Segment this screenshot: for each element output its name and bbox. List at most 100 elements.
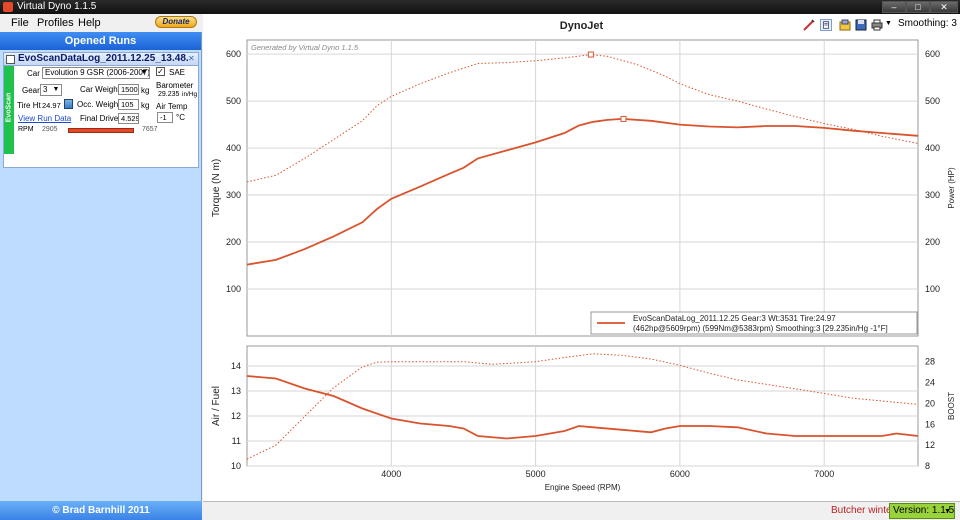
logger-label: EvoScan: [6, 73, 13, 143]
rpm-range-slider[interactable]: [68, 128, 134, 133]
car-weight-label: Car Weight: [80, 85, 120, 94]
close-button[interactable]: ✕: [930, 1, 958, 13]
x-tick-label: 6000: [670, 469, 690, 479]
rpm-label: RPM: [18, 126, 34, 133]
y2-tick-label: 28: [925, 357, 935, 367]
occ-weight-unit: kg: [141, 101, 149, 110]
y2-tick-label: 600: [925, 49, 940, 59]
tire-label: Tire Ht: [17, 101, 41, 110]
view-run-data-link[interactable]: View Run Data: [18, 114, 71, 123]
final-drive-input[interactable]: 4.529: [118, 113, 139, 124]
open-image-icon[interactable]: [839, 19, 851, 31]
air-temp-label: Air Temp: [156, 102, 187, 111]
watermark-text: Generated by Virtual Dyno 1.1.5: [251, 43, 359, 52]
y-tick-label: 400: [226, 143, 241, 153]
x-tick-label: 7000: [814, 469, 834, 479]
car-weight-input[interactable]: 1500: [118, 84, 139, 95]
occ-weight-label: Occ. Weight: [77, 100, 120, 109]
run-close-icon[interactable]: ✕: [188, 54, 195, 63]
y2-tick-label: 300: [925, 190, 940, 200]
window-title: Virtual Dyno 1.1.5: [17, 1, 96, 12]
peak-marker: [621, 116, 626, 121]
run-visible-checkbox[interactable]: [6, 55, 15, 64]
y2-tick-label: 8: [925, 461, 930, 471]
y2-tick-label: 200: [925, 237, 940, 247]
y-tick-label: 13: [231, 386, 241, 396]
y-tick-label: 100: [226, 284, 241, 294]
opened-runs-header: Opened Runs: [0, 32, 201, 50]
air-temp-unit: °C: [176, 113, 185, 122]
status-bar: Butcher winter Version: 1.1.5 ▼: [203, 501, 960, 520]
menu-profiles[interactable]: Profiles: [37, 17, 74, 29]
y2-tick-label: 20: [925, 398, 935, 408]
y-tick-label: 200: [226, 237, 241, 247]
chevron-down-icon: ▼: [944, 505, 951, 519]
run-name: EvoScanDataLog_2011.12.25_13.48.42: [18, 53, 188, 64]
copyright-footer: © Brad Barnhill 2011: [0, 501, 202, 520]
y-axis-label: Torque (N m): [211, 159, 222, 217]
left-panel: Opened Runs EvoScanDataLog_2011.12.25_13…: [0, 32, 202, 501]
app-icon: [3, 2, 13, 12]
chevron-down-icon: ▼: [52, 85, 60, 95]
legend-line-1: EvoScanDataLog_2011.12.25 Gear:3 Wt:3531…: [633, 314, 836, 323]
menu-file[interactable]: File: [11, 17, 29, 29]
y2-axis-label: Power (HP): [947, 167, 956, 209]
gear-select-value: 3: [43, 85, 47, 94]
version-button[interactable]: Version: 1.1.5 ▼: [889, 503, 955, 519]
plot-frame: [247, 346, 918, 466]
y-tick-label: 600: [226, 49, 241, 59]
chart-area: 100 200 300 400 500 600 100 200 300 400 500 600 Torq…: [203, 14, 960, 501]
save-icon[interactable]: [855, 19, 867, 31]
occ-weight-input[interactable]: 105: [118, 99, 139, 110]
rpm-max: 7657: [142, 126, 158, 133]
y2-tick-label: 24: [925, 378, 935, 388]
dyno-chart: 100 200 300 400 500 600 100 200 300 400 500 600 Torq…: [203, 14, 960, 501]
pencil-icon[interactable]: [803, 19, 815, 31]
sae-checkbox[interactable]: ✓: [156, 67, 165, 76]
title-bar: Virtual Dyno 1.1.5 – □ ✕: [0, 0, 960, 14]
car-weight-unit: kg: [141, 86, 149, 95]
x-tick-label: 4000: [381, 469, 401, 479]
y-tick-label: 300: [226, 190, 241, 200]
menu-help[interactable]: Help: [78, 17, 101, 29]
barometer-unit: in/Hg: [182, 91, 197, 98]
y-axis-label: Air / Fuel: [211, 386, 222, 426]
gear-select[interactable]: 3 ▼: [40, 84, 62, 96]
calculator-icon[interactable]: [64, 99, 73, 109]
x-tick-label: 5000: [526, 469, 546, 479]
legend-icon[interactable]: [820, 19, 832, 31]
car-select-value: Evolution 9 GSR (2006-2007): [45, 68, 150, 77]
run-card: EvoScanDataLog_2011.12.25_13.48.42 ✕ Evo…: [3, 52, 199, 168]
status-text: Butcher winter: [831, 505, 895, 516]
y-tick-label: 10: [231, 461, 241, 471]
y2-tick-label: 12: [925, 440, 935, 450]
plot-frame: [247, 40, 918, 336]
y2-tick-label: 400: [925, 143, 940, 153]
y2-axis-label: BOOST: [947, 392, 956, 420]
y-tick-label: 14: [231, 361, 241, 371]
maximize-button[interactable]: □: [906, 1, 930, 13]
final-drive-label: Final Drive: [80, 114, 118, 123]
smoothing-select[interactable]: Smoothing: 3: [898, 18, 957, 29]
y-tick-label: 11: [232, 436, 241, 446]
y-tick-label: 12: [231, 411, 241, 421]
sae-label: SAE: [169, 68, 185, 77]
print-icon[interactable]: [871, 19, 883, 31]
legend-line-2: (462hp@5609rpm) (599Nm@5383rpm) Smoothin…: [633, 324, 888, 333]
rpm-min: 2905: [42, 126, 58, 133]
y2-tick-label: 500: [925, 96, 940, 106]
gear-label: Gear: [22, 86, 40, 95]
tire-value: 24.97: [42, 101, 61, 110]
donate-button[interactable]: Donate: [155, 16, 197, 28]
peak-marker: [588, 52, 593, 57]
chevron-down-icon: ▼: [140, 68, 148, 78]
minimize-button[interactable]: –: [882, 1, 906, 13]
chevron-down-icon[interactable]: ▼: [885, 20, 892, 27]
y2-tick-label: 16: [925, 419, 935, 429]
logger-strip: EvoScan: [4, 66, 14, 154]
air-temp-input[interactable]: -1: [157, 112, 173, 123]
car-select[interactable]: Evolution 9 GSR (2006-2007) ▼: [42, 67, 150, 79]
barometer-label: Barometer: [156, 81, 193, 90]
car-label: Car: [27, 69, 40, 78]
run-header: EvoScanDataLog_2011.12.25_13.48.42 ✕: [4, 53, 198, 66]
